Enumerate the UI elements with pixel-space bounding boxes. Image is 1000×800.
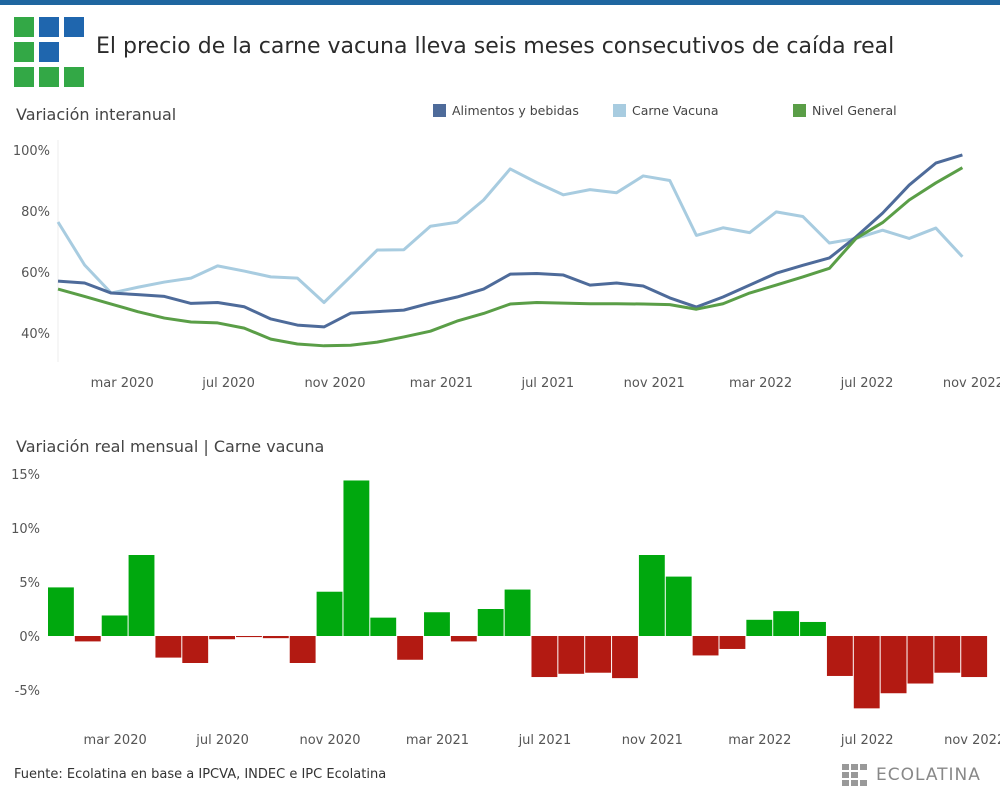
bottom-chart-title: Variación real mensual | Carne vacuna bbox=[16, 437, 325, 456]
bar bbox=[155, 636, 182, 658]
legend-swatch bbox=[613, 104, 626, 117]
brand-name: ECOLATINA bbox=[876, 765, 981, 785]
y-tick-label: 0% bbox=[19, 630, 40, 645]
bar bbox=[719, 636, 746, 649]
bar bbox=[612, 636, 638, 679]
legend-label: Alimentos y bebidas bbox=[452, 103, 579, 118]
bar bbox=[128, 555, 155, 636]
x-tick-label: mar 2022 bbox=[729, 376, 792, 391]
series-line-alimentos-y-bebidas bbox=[57, 153, 963, 329]
legend-swatch bbox=[433, 104, 446, 117]
legend-label: Carne Vacuna bbox=[632, 103, 719, 118]
y-tick-label: 40% bbox=[21, 327, 50, 342]
bar bbox=[638, 555, 665, 636]
x-tick-label: nov 2020 bbox=[304, 376, 365, 391]
y-tick-label: 10% bbox=[11, 522, 40, 537]
series-line-nivel-general bbox=[57, 166, 964, 348]
bar bbox=[692, 636, 719, 656]
x-tick-label: nov 2020 bbox=[299, 733, 360, 748]
x-tick-label: mar 2021 bbox=[406, 733, 469, 748]
bar bbox=[558, 636, 585, 674]
bar bbox=[370, 617, 397, 636]
ecolatina-logo bbox=[14, 17, 86, 89]
y-tick-label: 15% bbox=[11, 468, 40, 483]
x-tick-label: mar 2022 bbox=[728, 733, 791, 748]
x-tick-label: jul 2022 bbox=[840, 733, 894, 748]
legend-label: Nivel General bbox=[812, 103, 897, 118]
bar bbox=[74, 636, 101, 642]
bar bbox=[424, 612, 450, 636]
bar bbox=[880, 636, 907, 694]
bar bbox=[853, 636, 880, 709]
brand-logo-icon bbox=[842, 764, 867, 786]
bar bbox=[585, 636, 612, 673]
top-chart-title: Variación interanual bbox=[16, 105, 177, 124]
x-tick-label: mar 2021 bbox=[410, 376, 473, 391]
bar bbox=[665, 576, 692, 636]
bar bbox=[316, 591, 343, 636]
x-tick-label: jul 2022 bbox=[840, 376, 894, 391]
x-tick-label: nov 2021 bbox=[622, 733, 683, 748]
x-tick-label: nov 2022 bbox=[943, 376, 1000, 391]
bar bbox=[934, 636, 961, 673]
legend-item-carne: Carne Vacuna bbox=[613, 103, 719, 118]
y-tick-label: 60% bbox=[21, 266, 50, 281]
brand-footer: ECOLATINA bbox=[842, 764, 981, 786]
bar bbox=[262, 636, 289, 639]
x-tick-label: mar 2020 bbox=[91, 376, 154, 391]
bar bbox=[343, 480, 370, 636]
page-title: El precio de la carne vacuna lleva seis … bbox=[96, 34, 895, 59]
x-tick-label: jul 2021 bbox=[518, 733, 572, 748]
legend-item-alimentos: Alimentos y bebidas bbox=[433, 103, 579, 118]
bar bbox=[800, 621, 826, 636]
y-tick-label: -5% bbox=[15, 684, 40, 699]
bar bbox=[746, 619, 773, 636]
legend-swatch bbox=[793, 104, 806, 117]
bar bbox=[236, 636, 262, 638]
y-tick-label: 5% bbox=[19, 576, 40, 591]
legend-item-nivel: Nivel General bbox=[793, 103, 897, 118]
series-line-carne-vacuna bbox=[56, 167, 964, 304]
bar bbox=[907, 636, 934, 684]
bar bbox=[101, 615, 128, 636]
x-tick-label: nov 2022 bbox=[944, 733, 1000, 748]
x-tick-label: jul 2020 bbox=[195, 733, 249, 748]
bar bbox=[289, 636, 316, 663]
bar bbox=[477, 609, 504, 636]
bar bbox=[48, 587, 74, 636]
bar bbox=[397, 636, 424, 660]
bar bbox=[182, 636, 209, 663]
bar bbox=[826, 636, 853, 676]
bar bbox=[209, 636, 236, 640]
y-tick-label: 100% bbox=[13, 144, 50, 159]
x-tick-label: nov 2021 bbox=[624, 376, 685, 391]
bar bbox=[504, 589, 531, 636]
bar bbox=[531, 636, 558, 678]
y-tick-label: 80% bbox=[21, 205, 50, 220]
bar bbox=[450, 636, 477, 642]
top-accent-bar bbox=[0, 0, 1000, 5]
bar bbox=[961, 636, 988, 678]
source-note: Fuente: Ecolatina en base a IPCVA, INDEC… bbox=[14, 767, 387, 782]
bar bbox=[773, 611, 800, 636]
x-tick-label: jul 2021 bbox=[520, 376, 574, 391]
x-tick-label: mar 2020 bbox=[84, 733, 147, 748]
x-tick-label: jul 2020 bbox=[201, 376, 255, 391]
